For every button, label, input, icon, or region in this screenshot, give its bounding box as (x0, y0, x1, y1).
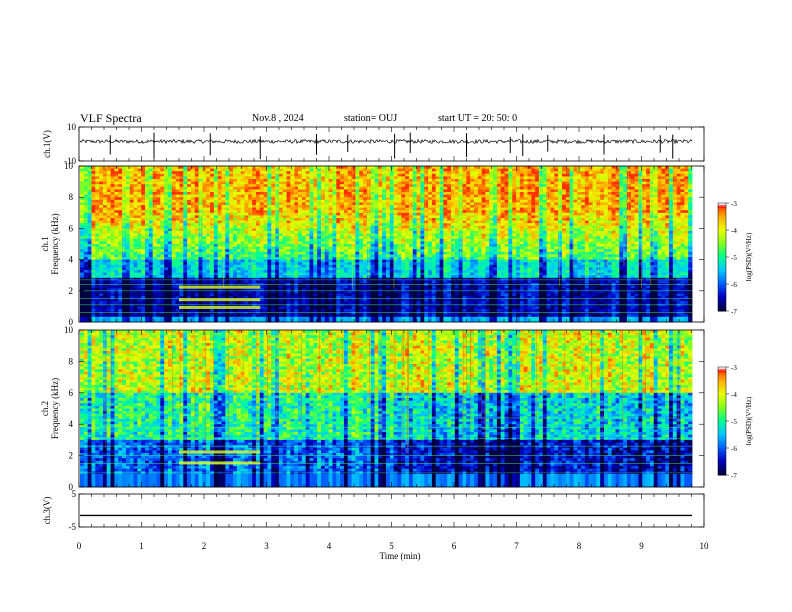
y-tick-label: 5 (72, 489, 77, 499)
y-tick-label: 10 (64, 325, 74, 335)
y-tick-label: -10 (64, 156, 76, 166)
x-tick-label: 4 (327, 541, 332, 551)
x-tick-label: 6 (452, 541, 457, 551)
y-tick-label: 10 (64, 161, 74, 171)
y-tick-label: 0 (69, 482, 74, 492)
y-tick-label: 2 (69, 286, 74, 296)
y-tick-label: 2 (69, 451, 74, 461)
y-axis-label: ch.1(V) (42, 130, 52, 158)
y-axis-label: ch.1 (40, 236, 50, 251)
x-tick-label: 0 (77, 541, 82, 551)
y-tick-label: 4 (69, 419, 74, 429)
x-tick-label: 3 (264, 541, 269, 551)
y-axis-label: Frequency (kHz) (50, 213, 60, 274)
ch1-waveform-trace (79, 138, 693, 145)
colorbar-tick-label: -6 (731, 445, 737, 453)
y-tick-label: 8 (69, 192, 74, 202)
spectrogram-ch1 (80, 166, 693, 323)
y-tick-label: 8 (69, 356, 74, 366)
x-tick-label: 10 (700, 541, 710, 551)
station-label: station= OUJ (344, 113, 398, 124)
spectrogram-ch2 (80, 330, 693, 488)
date-label: Nov.8 , 2024 (252, 113, 304, 124)
start-time-label: start UT = 20: 50: 0 (438, 113, 518, 124)
y-tick-label: 10 (67, 122, 77, 132)
colorbar-label: log(PSD)(V²/Hz) (745, 232, 753, 281)
y-axis-label: ch.3(V) (42, 497, 52, 525)
x-tick-label: 5 (389, 541, 394, 551)
y-axis-label: ch.2 (40, 401, 50, 416)
colorbar-label: log(PSD)(V²/Hz) (745, 396, 753, 445)
colorbar-tick-label: -7 (731, 308, 737, 316)
colorbar-tick-label: -3 (731, 364, 737, 372)
y-tick-label: 0 (69, 317, 74, 327)
y-tick-label: -5 (69, 522, 77, 532)
y-tick-label: 6 (69, 388, 74, 398)
y-tick-label: 4 (69, 255, 74, 265)
colorbar-tick-label: -7 (731, 472, 737, 480)
x-axis-label: Time (min) (380, 551, 421, 561)
x-tick-label: 8 (577, 541, 582, 551)
y-axis-label: Frequency (kHz) (50, 378, 60, 439)
colorbar (717, 366, 727, 476)
colorbar-tick-label: -5 (731, 254, 737, 262)
x-tick-label: 1 (139, 541, 144, 551)
colorbar (717, 202, 727, 312)
colorbar-tick-label: -4 (731, 227, 737, 235)
ch1-waveform-frame (78, 126, 705, 162)
y-tick-label: 6 (69, 223, 74, 233)
x-tick-label: 9 (639, 541, 644, 551)
colorbar-tick-label: -6 (731, 281, 737, 289)
colorbar-tick-label: -4 (731, 391, 737, 399)
x-tick-label: 2 (202, 541, 207, 551)
figure-title: VLF Spectra (80, 111, 142, 125)
colorbar-tick-label: -5 (731, 418, 737, 426)
x-tick-label: 7 (514, 541, 519, 551)
colorbar-tick-label: -3 (731, 200, 737, 208)
